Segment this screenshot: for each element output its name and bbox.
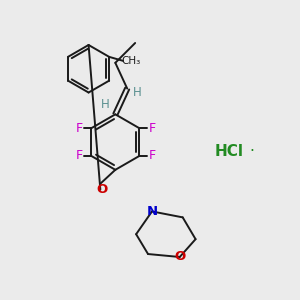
Text: F: F	[75, 149, 82, 162]
Text: O: O	[174, 250, 185, 263]
Text: O: O	[97, 183, 108, 196]
Text: H: H	[101, 98, 110, 111]
Text: N: N	[146, 205, 158, 218]
Text: ·: ·	[250, 145, 254, 160]
Text: CH₃: CH₃	[121, 56, 141, 66]
Text: F: F	[148, 149, 155, 162]
Text: F: F	[148, 122, 155, 135]
Text: H: H	[133, 86, 142, 99]
Text: F: F	[75, 122, 82, 135]
Text: HCl: HCl	[215, 145, 244, 160]
